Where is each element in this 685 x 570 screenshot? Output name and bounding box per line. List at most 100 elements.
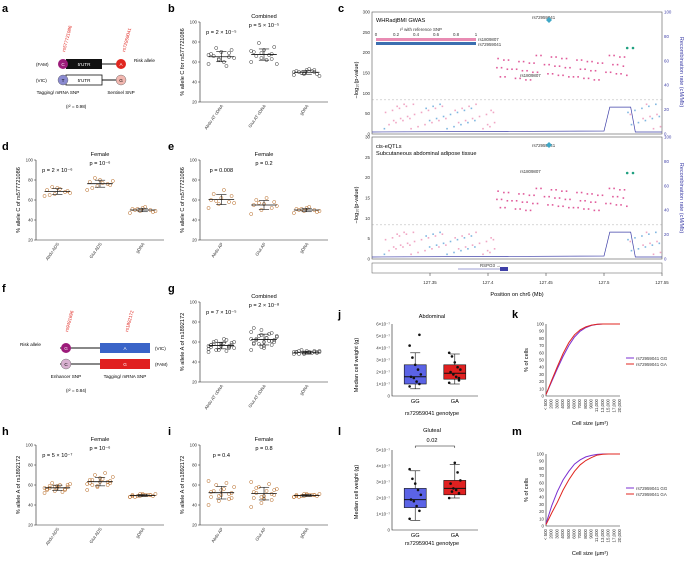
assoc-point bbox=[398, 235, 401, 237]
g-point bbox=[214, 339, 219, 343]
d-xcat: gDNA bbox=[135, 242, 146, 255]
e-title: Female bbox=[255, 152, 274, 158]
c-xtick: 127.55 bbox=[655, 280, 669, 285]
g-point bbox=[272, 340, 277, 344]
j-point bbox=[456, 365, 459, 369]
c-ytick: 300 bbox=[363, 10, 371, 15]
l-point bbox=[419, 493, 423, 497]
h-point bbox=[42, 491, 47, 495]
c-rtick: 20 bbox=[664, 107, 669, 112]
k-xtick: 20,000 bbox=[617, 398, 622, 412]
assoc-point bbox=[392, 246, 395, 248]
assoc-point bbox=[613, 187, 615, 190]
assoc-point bbox=[511, 68, 513, 71]
m-legend-gg: rs72959041 GG bbox=[636, 486, 668, 491]
assoc-point bbox=[507, 59, 510, 61]
m-xtick: 2000 bbox=[549, 528, 554, 538]
assoc-point bbox=[526, 69, 528, 72]
g-xcat: Abdo AT cDNA bbox=[203, 384, 224, 411]
g-xcat: Glut AT cDNA bbox=[247, 384, 267, 409]
assoc-point bbox=[461, 107, 463, 110]
assoc-point bbox=[412, 103, 415, 106]
b-point bbox=[206, 62, 211, 66]
assoc-point bbox=[521, 201, 524, 203]
assoc-point bbox=[493, 121, 496, 124]
cdf-m: 0 10 20 30 40 50 60 70 80 90 100 < 500 2000 3000 4000 5… bbox=[537, 452, 622, 543]
j-point bbox=[413, 363, 417, 367]
f-risk-label: Risk allele bbox=[20, 342, 41, 347]
c-rtick: 0 bbox=[664, 132, 667, 137]
legend-snp-1: rs1809807 bbox=[478, 37, 499, 42]
assoc-point bbox=[391, 237, 394, 239]
utr-top-box bbox=[66, 59, 102, 69]
assoc-point bbox=[464, 119, 467, 122]
panel-c-ticks: 0501001502002503000204060801000510152025… bbox=[363, 10, 672, 286]
assoc-point bbox=[590, 69, 592, 72]
assoc-point bbox=[420, 111, 423, 114]
assoc-point bbox=[463, 237, 466, 239]
i-point bbox=[216, 494, 221, 498]
l-xcat: GA bbox=[451, 533, 459, 539]
panel-k-label: k bbox=[512, 309, 519, 321]
g-point bbox=[315, 351, 319, 355]
assoc-point bbox=[629, 113, 632, 116]
assoc-point bbox=[396, 233, 398, 235]
assoc-point bbox=[482, 253, 484, 256]
e-pval1: p = 0.008 bbox=[210, 168, 233, 174]
assoc-point bbox=[427, 109, 430, 112]
assoc-point bbox=[550, 56, 553, 58]
assoc-point bbox=[551, 204, 554, 206]
b-ytick: 60 bbox=[192, 60, 197, 65]
assoc-point bbox=[446, 253, 448, 256]
g-xcat: gDNA bbox=[299, 384, 310, 397]
c-rtick: 80 bbox=[664, 159, 669, 164]
assoc-point bbox=[558, 65, 561, 67]
assoc-point bbox=[503, 191, 505, 194]
assoc-point bbox=[655, 231, 657, 234]
c-ytick: 150 bbox=[363, 71, 371, 76]
enhancer-c-circle bbox=[60, 358, 72, 370]
assoc-point bbox=[456, 238, 459, 241]
b-pval1: p = 2 × 10⁻⁵ bbox=[206, 29, 236, 36]
e-xcat: gDNA bbox=[299, 242, 310, 255]
assoc-point bbox=[460, 249, 462, 252]
l-point bbox=[457, 491, 461, 495]
i-point bbox=[206, 479, 211, 483]
j-box bbox=[403, 364, 427, 385]
assoc-point bbox=[609, 202, 612, 205]
e-ytick: 100 bbox=[190, 158, 198, 163]
c-ytick: 200 bbox=[363, 50, 371, 55]
assoc-point bbox=[463, 109, 466, 112]
assoc-point bbox=[627, 111, 629, 114]
j-title: Abdominal bbox=[419, 314, 445, 320]
l-box bbox=[443, 480, 467, 496]
j-point bbox=[449, 370, 452, 374]
d-point bbox=[42, 194, 47, 198]
e-xcat: Abdo AP bbox=[210, 242, 224, 259]
c-ytick: 15 bbox=[365, 196, 370, 201]
h-point bbox=[108, 479, 113, 483]
i-point bbox=[249, 505, 254, 509]
i-point bbox=[229, 496, 234, 500]
g-point bbox=[229, 341, 234, 345]
l-point bbox=[416, 488, 420, 492]
k-legend-ga: rs72959041 GA bbox=[636, 362, 667, 367]
allele-a-circle bbox=[116, 59, 126, 69]
i-point bbox=[216, 499, 221, 503]
b-point bbox=[317, 74, 322, 78]
h-ytick: 80 bbox=[28, 463, 33, 468]
assoc-point bbox=[548, 195, 550, 198]
r2-legend-ticks: 0 0.2 0.4 0.6 0.8 1 bbox=[375, 32, 478, 37]
h-point bbox=[68, 482, 72, 486]
m-xtick: 7000 bbox=[577, 528, 582, 538]
b-point bbox=[224, 64, 229, 68]
assoc-point bbox=[615, 73, 618, 75]
k-ytick: 80 bbox=[539, 336, 544, 341]
assoc-point bbox=[383, 253, 386, 256]
l-title: Gluteal bbox=[423, 428, 441, 434]
i-xcat: Abdo AP bbox=[210, 527, 224, 544]
assoc-point bbox=[626, 205, 628, 208]
allele-g-box bbox=[100, 359, 150, 369]
c-ytick: 30 bbox=[365, 135, 370, 140]
assoc-point bbox=[417, 251, 419, 254]
